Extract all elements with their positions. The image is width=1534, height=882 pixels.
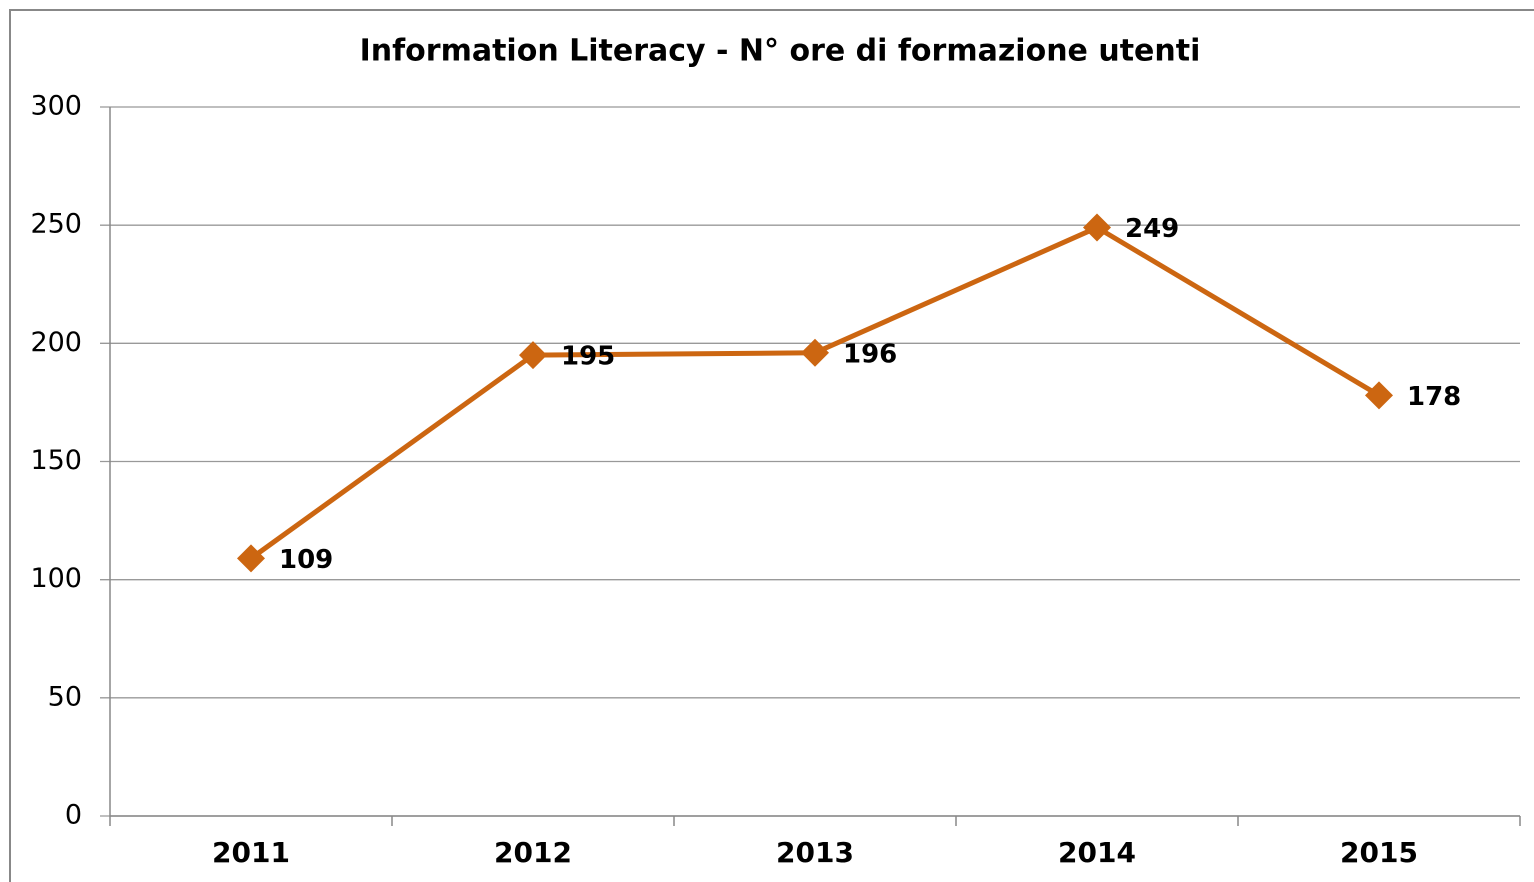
x-tick-label: 2013	[776, 836, 854, 869]
x-tick-label: 2012	[494, 836, 572, 869]
data-label: 109	[279, 545, 333, 575]
chart-border	[9, 9, 1534, 882]
data-label: 196	[843, 339, 897, 369]
data-label: 249	[1125, 214, 1179, 244]
y-tick-label: 200	[30, 327, 82, 358]
y-tick-label: 0	[65, 800, 82, 831]
chart-title: Information Literacy - N° ore di formazi…	[360, 34, 1201, 69]
y-tick-label: 250	[30, 209, 82, 240]
y-tick-label: 300	[30, 91, 82, 122]
data-label: 195	[561, 342, 615, 372]
marker	[1083, 213, 1111, 242]
x-tick-label: 2015	[1340, 836, 1418, 869]
y-tick-label: 100	[30, 563, 82, 594]
y-tick-label: 50	[48, 681, 82, 712]
marker	[237, 544, 265, 573]
marker	[1365, 381, 1393, 410]
marker	[801, 338, 829, 367]
marker	[519, 341, 547, 370]
x-tick-label: 2014	[1058, 836, 1136, 869]
x-tick-label: 2011	[212, 836, 290, 869]
y-tick-label: 150	[30, 445, 82, 476]
data-label: 178	[1407, 382, 1461, 412]
